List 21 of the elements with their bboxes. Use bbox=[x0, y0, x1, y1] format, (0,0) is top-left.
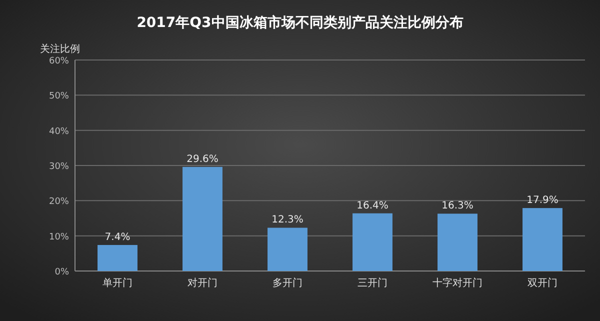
data-label: 17.9% bbox=[526, 195, 558, 206]
y-tick-label: 40% bbox=[48, 126, 70, 137]
x-tick-label: 双开门 bbox=[528, 277, 558, 289]
x-tick-label: 十字对开门 bbox=[432, 277, 482, 289]
y-tick-label: 50% bbox=[48, 92, 70, 102]
data-label: 29.6% bbox=[186, 154, 218, 165]
chart-title: 2017年Q3中国冰箱市场不同类别产品关注比例分布 bbox=[136, 14, 464, 31]
x-tick-label: 对开门 bbox=[188, 277, 218, 289]
data-label: 16.4% bbox=[356, 200, 388, 212]
y-tick-label: 20% bbox=[48, 197, 70, 208]
y-tick-label: 60% bbox=[48, 56, 70, 66]
y-tick-label: 10% bbox=[48, 232, 70, 242]
x-tick-label: 单开门 bbox=[102, 277, 132, 289]
x-tick-label: 多开门 bbox=[272, 277, 302, 289]
x-tick-label: 三开门 bbox=[358, 277, 388, 289]
y-axis-title: 关注比例 bbox=[40, 43, 80, 55]
data-label: 16.3% bbox=[442, 200, 474, 212]
y-tick-label: 0% bbox=[54, 268, 70, 278]
y-tick-label: 30% bbox=[48, 162, 70, 172]
data-label: 7.4% bbox=[104, 232, 130, 243]
data-label: 12.3% bbox=[272, 214, 304, 226]
